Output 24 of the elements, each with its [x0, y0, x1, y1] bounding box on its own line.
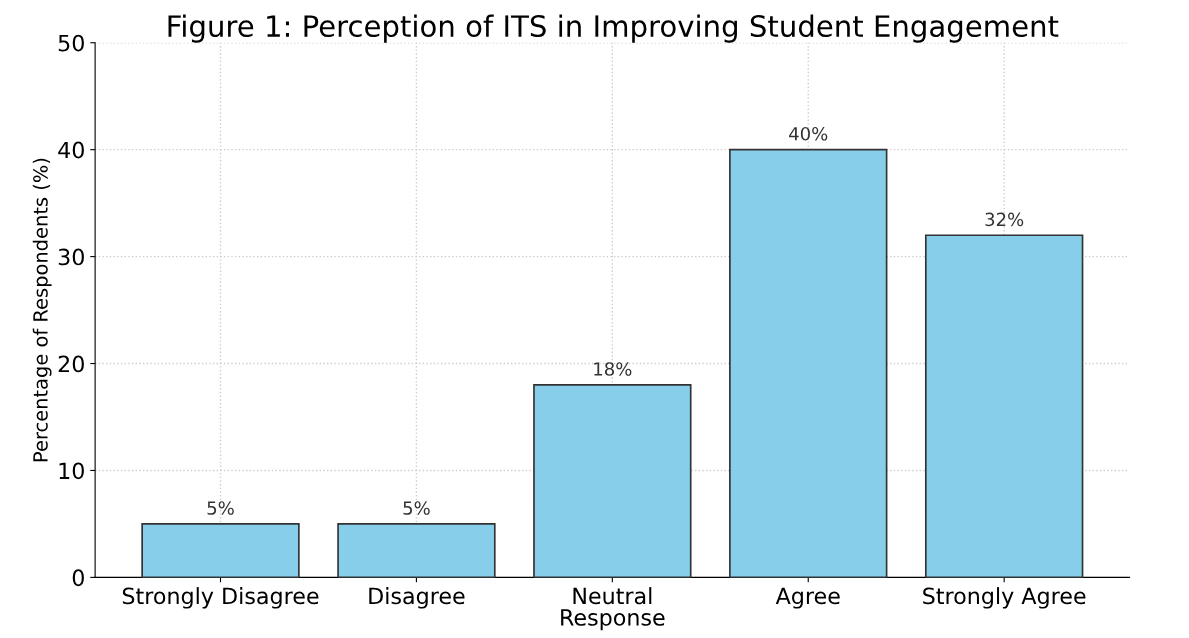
y-tick-label: 20: [58, 355, 84, 373]
data-label: 18%: [594, 362, 632, 376]
x-tick-label: Disagree: [369, 587, 465, 609]
data-label: 5%: [207, 501, 234, 515]
y-axis-title: Percentage of Respondents (%): [32, 158, 52, 462]
y-tick-label: 40: [58, 141, 84, 159]
y-tick-label: 0: [72, 569, 84, 587]
x-tick-label: Neutral: [573, 587, 652, 605]
bar: [141, 523, 300, 578]
data-label: 40%: [789, 126, 828, 141]
x-tick-label: Agree: [775, 587, 840, 609]
y-tick-label: 10: [59, 462, 84, 480]
bar: [924, 234, 1084, 578]
x-tick-label: Strongly Disagree: [122, 587, 319, 609]
y-tick-label: 50: [58, 34, 84, 52]
y-tick-label: 30: [58, 248, 84, 266]
bar: [729, 148, 888, 578]
data-label: 5%: [403, 501, 430, 515]
data-label: 32%: [985, 212, 1024, 227]
chart-title: Figure 1: Perception of ITS in Improving Student Engagement: [168, 14, 1059, 43]
x-tick-label: Strongly Agree: [923, 587, 1086, 609]
bar: [337, 523, 496, 578]
bar: [533, 384, 692, 578]
x-axis-title: Response: [561, 609, 665, 631]
